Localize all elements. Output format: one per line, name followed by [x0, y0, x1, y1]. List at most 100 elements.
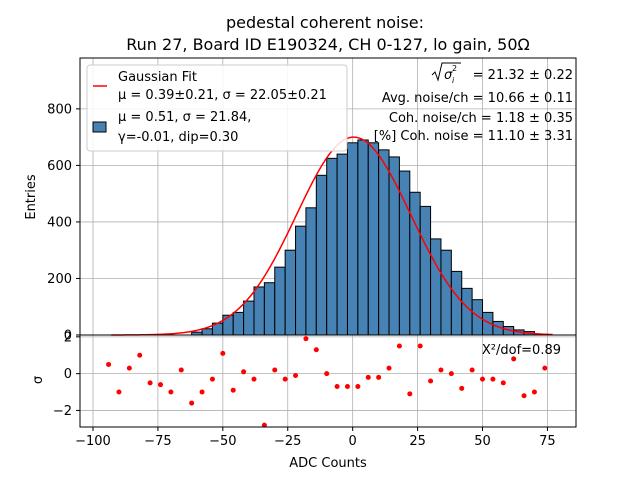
legend-fit-label: Gaussian Fit [118, 70, 197, 85]
histogram-bar [430, 238, 442, 336]
histogram-bar [346, 142, 359, 336]
histogram-bars [191, 139, 535, 336]
residual-point [282, 376, 288, 382]
residual-point [511, 356, 517, 362]
legend: Gaussian Fit μ = 0.39±0.21, σ = 22.05±0.… [86, 64, 348, 152]
annotation-coh-noise: Coh. noise/ch = 1.18 ± 0.35 [389, 111, 573, 126]
x-tick-label: 25 [409, 434, 426, 449]
y-tick-label-top: 600 [47, 159, 72, 174]
histogram-bar [295, 225, 307, 336]
annotation-avg-noise: Avg. noise/ch = 10.66 ± 0.11 [382, 91, 573, 106]
residual-point [220, 350, 226, 356]
y-tick-label-bottom: −2 [53, 404, 72, 419]
residual-point [396, 343, 402, 349]
residual-point [459, 385, 465, 391]
bottom-y-ticks: −202 [53, 330, 80, 419]
top-panel: 0 200 400 600 800 Entries Gaussian Fit μ = 0… [24, 57, 577, 344]
annotation-sigma-total: = 21.32 ± 0.22 [473, 68, 573, 83]
annotations: σ 2 i = 21.32 ± 0.22 Avg. noise/ch = 10.… [374, 62, 573, 144]
y-axis-label-top: Entries [24, 174, 39, 220]
histogram-bar [263, 282, 276, 336]
residual-point [490, 376, 496, 382]
histogram-bar [450, 270, 463, 336]
residual-point [230, 387, 236, 393]
histogram-bar [284, 249, 297, 336]
residual-point [199, 389, 205, 395]
legend-fit-params: μ = 0.39±0.21, σ = 22.05±0.21 [118, 88, 327, 103]
residual-point [324, 371, 330, 377]
y-tick-label-bottom: 2 [64, 330, 72, 345]
legend-hist-params2: γ=-0.01, dip=0.30 [118, 130, 238, 145]
residual-point [209, 376, 215, 382]
x-ticks: −100 −75 −50 −25 0 25 50 75 [75, 427, 556, 449]
residual-points [106, 336, 548, 428]
residual-point [376, 374, 382, 380]
y-axis-label-bottom: σ [31, 376, 46, 384]
histogram-bar [232, 311, 245, 336]
histogram-bar [471, 299, 484, 336]
residual-point [334, 384, 340, 390]
residual-point [147, 380, 153, 386]
histogram-bar [253, 286, 265, 336]
histogram-bar [222, 314, 234, 336]
histogram-bar [274, 266, 286, 336]
legend-box [86, 64, 348, 152]
y-tick-label-top: 800 [47, 102, 72, 117]
residual-point [417, 343, 423, 349]
histogram-bar [440, 249, 452, 336]
residual-point [386, 365, 392, 371]
residual-point [261, 422, 267, 428]
residual-point [521, 393, 527, 399]
svg-text:σ: σ [444, 68, 453, 83]
y-tick-label-bottom: 0 [64, 367, 72, 382]
chi2-annotation: X²/dof=0.89 [482, 343, 561, 358]
histogram-bar [409, 191, 421, 336]
legend-hist-swatch [92, 121, 107, 133]
histogram-bar [357, 139, 369, 336]
residual-point [189, 400, 195, 406]
y-tick-label-top: 0 [64, 329, 72, 344]
y-tick-label-top: 400 [47, 215, 72, 230]
bottom-panel: −202 −100 −75 −50 −25 0 25 50 75 X²/dof=0.89 σ … [31, 330, 577, 471]
residual-point [344, 384, 350, 390]
residual-point [272, 367, 278, 373]
residual-point [303, 336, 309, 342]
sqrt-sigma-symbol: σ 2 i [431, 62, 461, 85]
histogram-bar [419, 205, 432, 336]
residual-point [106, 361, 112, 367]
residual-point [428, 378, 434, 384]
legend-hist-params1: μ = 0.51, σ = 21.84, [118, 110, 251, 125]
bottom-axes-frame [79, 334, 577, 428]
histogram-bar [326, 157, 338, 336]
x-tick-label: 50 [474, 434, 491, 449]
residual-point [241, 369, 247, 375]
histogram-bar [201, 328, 213, 336]
residual-point [448, 371, 454, 377]
y-tick-label-top: 200 [47, 272, 72, 287]
residual-point [531, 389, 537, 395]
residual-point [126, 365, 132, 371]
annotation-coh-percent: [%] Coh. noise = 11.10 ± 3.31 [374, 129, 573, 144]
histogram-bar [243, 300, 255, 336]
chart-title-line2: Run 27, Board ID E190324, CH 0-127, lo g… [126, 35, 529, 54]
residual-point [137, 352, 143, 358]
residual-point [355, 384, 361, 390]
histogram-bar [367, 142, 380, 336]
x-tick-label: −25 [274, 434, 301, 449]
residual-point [116, 389, 122, 395]
x-tick-label: −75 [144, 434, 171, 449]
svg-text:2: 2 [452, 64, 457, 73]
residual-point [313, 347, 319, 353]
residual-point [480, 376, 486, 382]
histogram-bar [388, 156, 400, 336]
residual-point [158, 382, 164, 388]
residual-point [469, 367, 475, 373]
histogram-bar [315, 174, 328, 336]
residual-point [365, 374, 371, 380]
histogram-bar [378, 149, 390, 336]
chart-title-line1: pedestal coherent noise: [226, 13, 424, 32]
residual-point [407, 391, 413, 397]
residual-point [542, 365, 548, 371]
residual-point [178, 367, 184, 373]
